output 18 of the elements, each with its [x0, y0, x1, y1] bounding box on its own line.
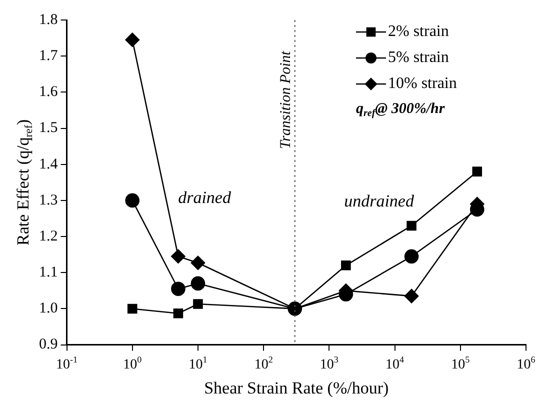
y-tick-label: 1.5 [39, 120, 58, 136]
x-axis-title: Shear Strain Rate (%/hour) [204, 378, 389, 398]
y-tick-label: 1.6 [39, 84, 58, 100]
annotation: drained [178, 188, 232, 208]
y-tick-label: 1.2 [39, 228, 58, 244]
legend-label: 10% strain [388, 75, 457, 92]
y-tick-label: 1.3 [39, 192, 58, 208]
y-tick-label: 1.1 [39, 264, 58, 281]
legend-label: 5% strain [388, 49, 449, 66]
y-tick-label: 1.0 [39, 300, 58, 317]
ref-line-label: Transition Point [278, 50, 294, 149]
y-tick-label: 0.9 [39, 336, 58, 353]
legend-label: 2% strain [388, 23, 449, 40]
y-tick-label: 1.4 [39, 156, 58, 172]
y-axis-title: Rate Effect (q/qref) [13, 119, 35, 246]
annotation: undrained [344, 191, 414, 210]
y-tick-label: 1.7 [39, 48, 58, 64]
y-tick-label: 1.8 [39, 12, 58, 28]
